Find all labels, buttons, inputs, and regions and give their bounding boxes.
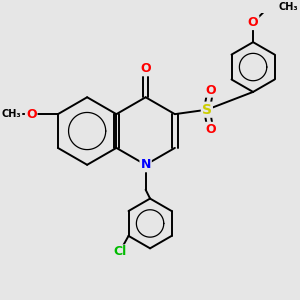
Text: O: O bbox=[205, 84, 216, 97]
Text: O: O bbox=[26, 108, 37, 121]
Text: CH₃: CH₃ bbox=[2, 109, 22, 119]
Text: Cl: Cl bbox=[113, 245, 126, 258]
Text: CH₃: CH₃ bbox=[279, 2, 298, 12]
Text: N: N bbox=[140, 158, 151, 171]
Text: O: O bbox=[248, 16, 258, 29]
Text: O: O bbox=[205, 123, 216, 136]
Text: O: O bbox=[140, 62, 151, 75]
Text: S: S bbox=[202, 103, 212, 117]
